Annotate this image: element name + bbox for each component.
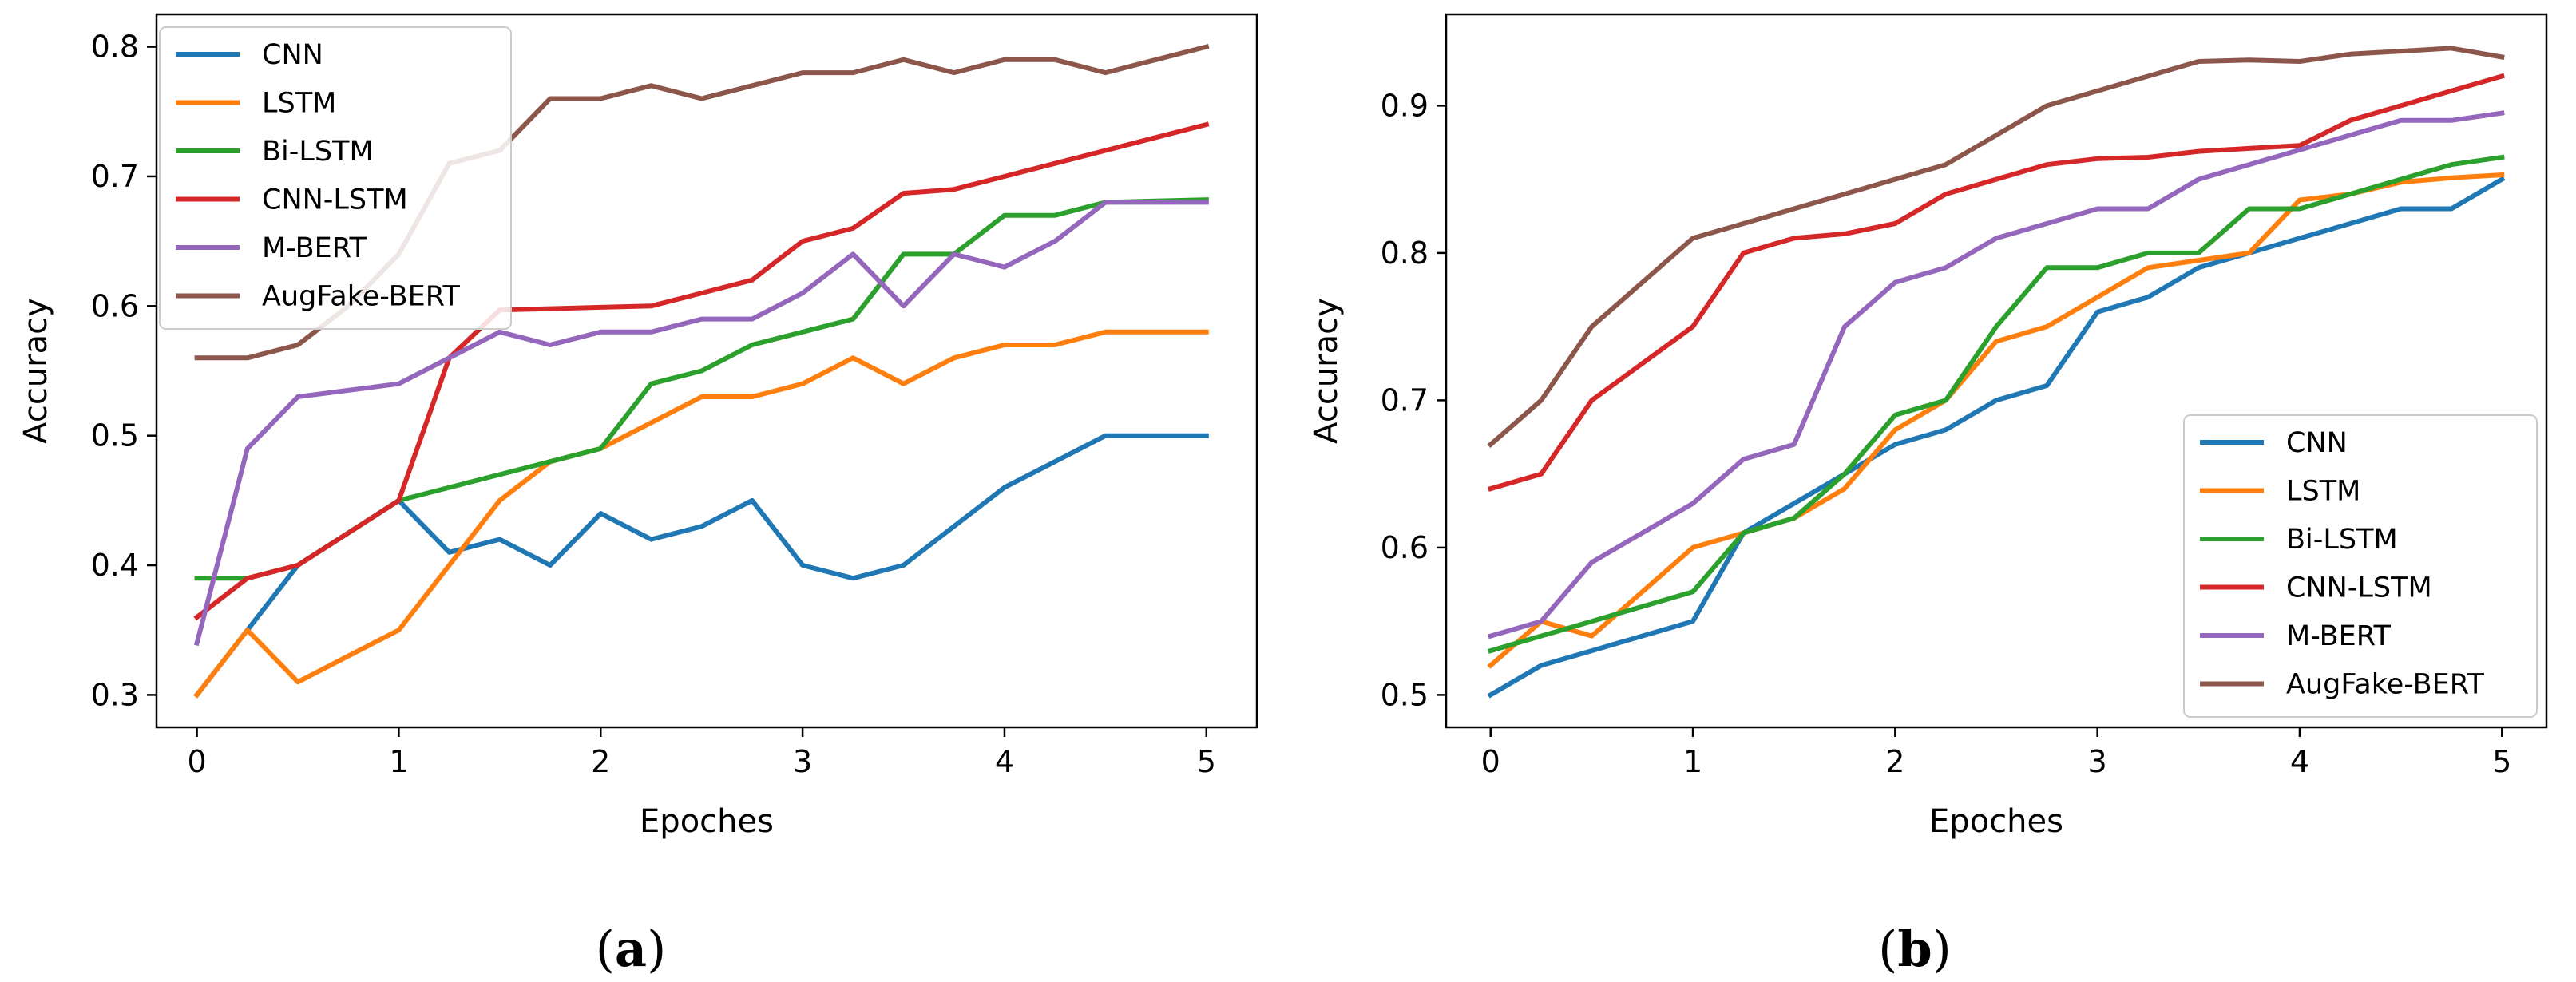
series-line-cnn-lstm xyxy=(1487,73,2506,492)
chart-panel-a: 0 1 2 3 4 5 0.3 0.4 0.5 0.6 0.7 0.8 Epoches Accuracy C… xyxy=(18,13,1258,978)
series-lines xyxy=(1487,46,2506,699)
chart-panel-b: 0 1 2 3 4 5 0.5 0.6 0.7 0.8 0.9 Epoches Accuracy CNN L… xyxy=(1308,13,2548,978)
y-tick-label: 0.5 xyxy=(91,418,139,453)
legend: CNN LSTM Bi-LSTM CNN-LSTM M-BERT AugFake-BERT xyxy=(2183,414,2538,718)
x-tick-label: 5 xyxy=(2492,744,2511,779)
x-tick-label: 0 xyxy=(187,744,206,779)
y-tick-label: 0.4 xyxy=(91,548,139,583)
y-tick-label: 0.8 xyxy=(1381,236,1429,271)
axes-frame xyxy=(155,13,1258,729)
y-tick-label: 0.3 xyxy=(91,677,139,712)
y-tick-label: 0.5 xyxy=(1381,677,1429,712)
legend-label-bi-lstm: Bi-LSTM xyxy=(262,136,374,168)
x-tick-label: 0 xyxy=(1481,744,1500,779)
legend-label-bi-lstm: Bi-LSTM xyxy=(2286,524,2398,556)
x-tick-label: 3 xyxy=(793,744,812,779)
x-tick-label: 2 xyxy=(1885,744,1904,779)
y-tick-label: 0.6 xyxy=(1381,530,1429,565)
axes-frame xyxy=(1445,13,2548,729)
y-tick-label: 0.9 xyxy=(1381,88,1429,123)
series-line-bi-lstm xyxy=(1487,154,2505,654)
legend: CNN LSTM Bi-LSTM CNN-LSTM M-BERT AugFake-BERT xyxy=(159,26,512,330)
legend-label-augfake-bert: AugFake-BERT xyxy=(2286,669,2485,701)
y-tick-label: 0.7 xyxy=(91,159,139,194)
legend-label-cnn: CNN xyxy=(262,39,323,71)
series-line-lstm xyxy=(1487,172,2505,669)
y-axis-label: Accuracy xyxy=(18,298,54,444)
series-line-m-bert xyxy=(193,200,1209,647)
legend-label-m-bert: M-BERT xyxy=(2286,620,2391,652)
legend-box xyxy=(159,26,512,330)
y-axis-label: Accuracy xyxy=(1308,298,1345,444)
x-axis-label: Epoches xyxy=(1929,803,2063,840)
legend-label-m-bert: M-BERT xyxy=(262,232,367,264)
legend-label-cnn-lstm: CNN-LSTM xyxy=(2286,572,2432,604)
x-tick-label: 5 xyxy=(1197,744,1216,779)
panel-caption: (a) xyxy=(596,920,667,978)
legend-label-cnn-lstm: CNN-LSTM xyxy=(262,184,408,216)
series-line-cnn-lstm xyxy=(193,121,1210,621)
x-tick-label: 2 xyxy=(591,744,610,779)
legend-box xyxy=(2183,414,2538,718)
y-tick-label: 0.6 xyxy=(91,288,139,323)
x-tick-label: 3 xyxy=(2088,744,2107,779)
y-tick-label: 0.7 xyxy=(1381,382,1429,418)
legend-label-lstm: LSTM xyxy=(262,88,336,120)
panel-caption: (b) xyxy=(1878,920,1952,978)
series-line-augfake-bert xyxy=(1487,46,2505,449)
x-axis-label: Epoches xyxy=(640,803,774,840)
legend-label-cnn: CNN xyxy=(2286,427,2348,459)
x-tick-label: 1 xyxy=(389,744,408,779)
y-tick-label: 0.8 xyxy=(91,30,139,65)
x-tick-label: 4 xyxy=(2290,744,2309,779)
series-line-lstm xyxy=(193,329,1209,699)
series-line-cnn xyxy=(1487,176,2506,699)
x-tick-label: 4 xyxy=(995,744,1014,779)
legend-label-augfake-bert: AugFake-BERT xyxy=(262,281,461,313)
series-line-m-bert xyxy=(1487,110,2505,639)
x-tick-label: 1 xyxy=(1683,744,1702,779)
legend-label-lstm: LSTM xyxy=(2286,476,2360,508)
